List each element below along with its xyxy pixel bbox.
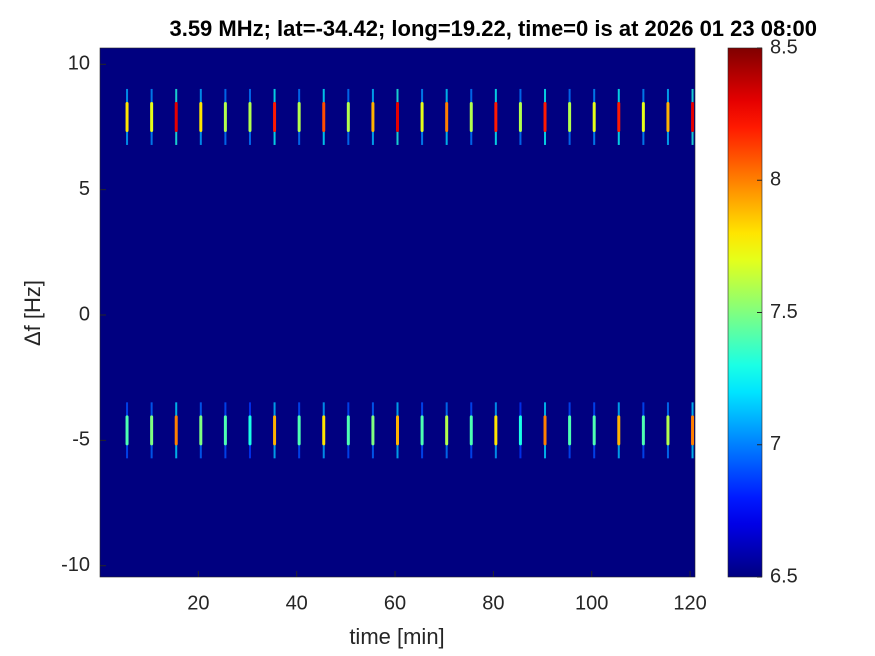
streak [592, 101, 596, 132]
colorbar-tick-label: 8 [770, 169, 781, 191]
colorbar-tick-label: 6.5 [770, 565, 798, 587]
x-tick-label: 120 [673, 592, 706, 614]
streak [248, 415, 252, 446]
streak [322, 101, 326, 132]
streak [543, 415, 547, 446]
streak [518, 415, 522, 446]
streak [248, 101, 252, 132]
x-tick-label: 60 [384, 592, 406, 614]
axes-box [99, 47, 696, 578]
streak [371, 415, 375, 446]
streak [297, 101, 301, 132]
streak [691, 415, 695, 446]
plot-area [100, 48, 695, 577]
y-tick-label: 5 [79, 178, 90, 200]
y-tick-label: -5 [72, 429, 90, 451]
streak [396, 415, 399, 446]
y-tick-label: 0 [79, 303, 90, 325]
streak [641, 415, 645, 446]
streak [273, 101, 277, 132]
streak [641, 101, 645, 132]
streak [199, 415, 203, 446]
x-axis-label: time [min] [349, 624, 444, 649]
streak [150, 101, 154, 132]
streak [494, 415, 498, 446]
streak [445, 415, 449, 446]
colorbar-tick-label: 7.5 [770, 301, 798, 323]
streak [346, 101, 350, 132]
streak [199, 101, 203, 132]
x-tick-label: 40 [286, 592, 308, 614]
streak [396, 101, 399, 132]
streak [420, 415, 424, 446]
x-tick-label: 100 [575, 592, 608, 614]
y-tick-label: -10 [61, 554, 90, 576]
streak [297, 415, 301, 446]
streak [371, 101, 375, 132]
streak [494, 101, 498, 132]
streak [691, 101, 695, 132]
streak [617, 415, 621, 446]
streak [273, 415, 277, 446]
streak [150, 415, 154, 446]
streak [617, 101, 621, 132]
streak [592, 415, 596, 446]
streak [346, 415, 350, 446]
chart-title: 3.59 MHz; lat=-34.42; long=19.22, time=0… [169, 16, 817, 41]
streak [666, 101, 670, 132]
streak [469, 415, 473, 446]
streak [223, 101, 227, 132]
colorbar-tick-label: 8.5 [770, 36, 798, 58]
streak [223, 415, 227, 446]
streak [420, 101, 424, 132]
y-tick-label: 10 [68, 53, 90, 75]
streak [125, 101, 129, 132]
streak [568, 415, 572, 446]
x-tick-label: 20 [187, 592, 209, 614]
colorbar-scale [727, 47, 763, 578]
streak [174, 101, 178, 132]
streak [666, 415, 670, 446]
y-axis-label: Δf [Hz] [20, 280, 45, 346]
streak [322, 415, 326, 446]
colorbar-tick-label: 7 [770, 433, 781, 455]
streak [125, 415, 129, 446]
streak [445, 101, 449, 132]
streak [469, 101, 473, 132]
colorbar: 6.5 7 7.5 8 8.5 [727, 36, 798, 587]
streak [174, 415, 178, 446]
x-tick-label: 80 [482, 592, 504, 614]
streak [568, 101, 572, 132]
streak [518, 101, 522, 132]
streak [543, 101, 547, 132]
